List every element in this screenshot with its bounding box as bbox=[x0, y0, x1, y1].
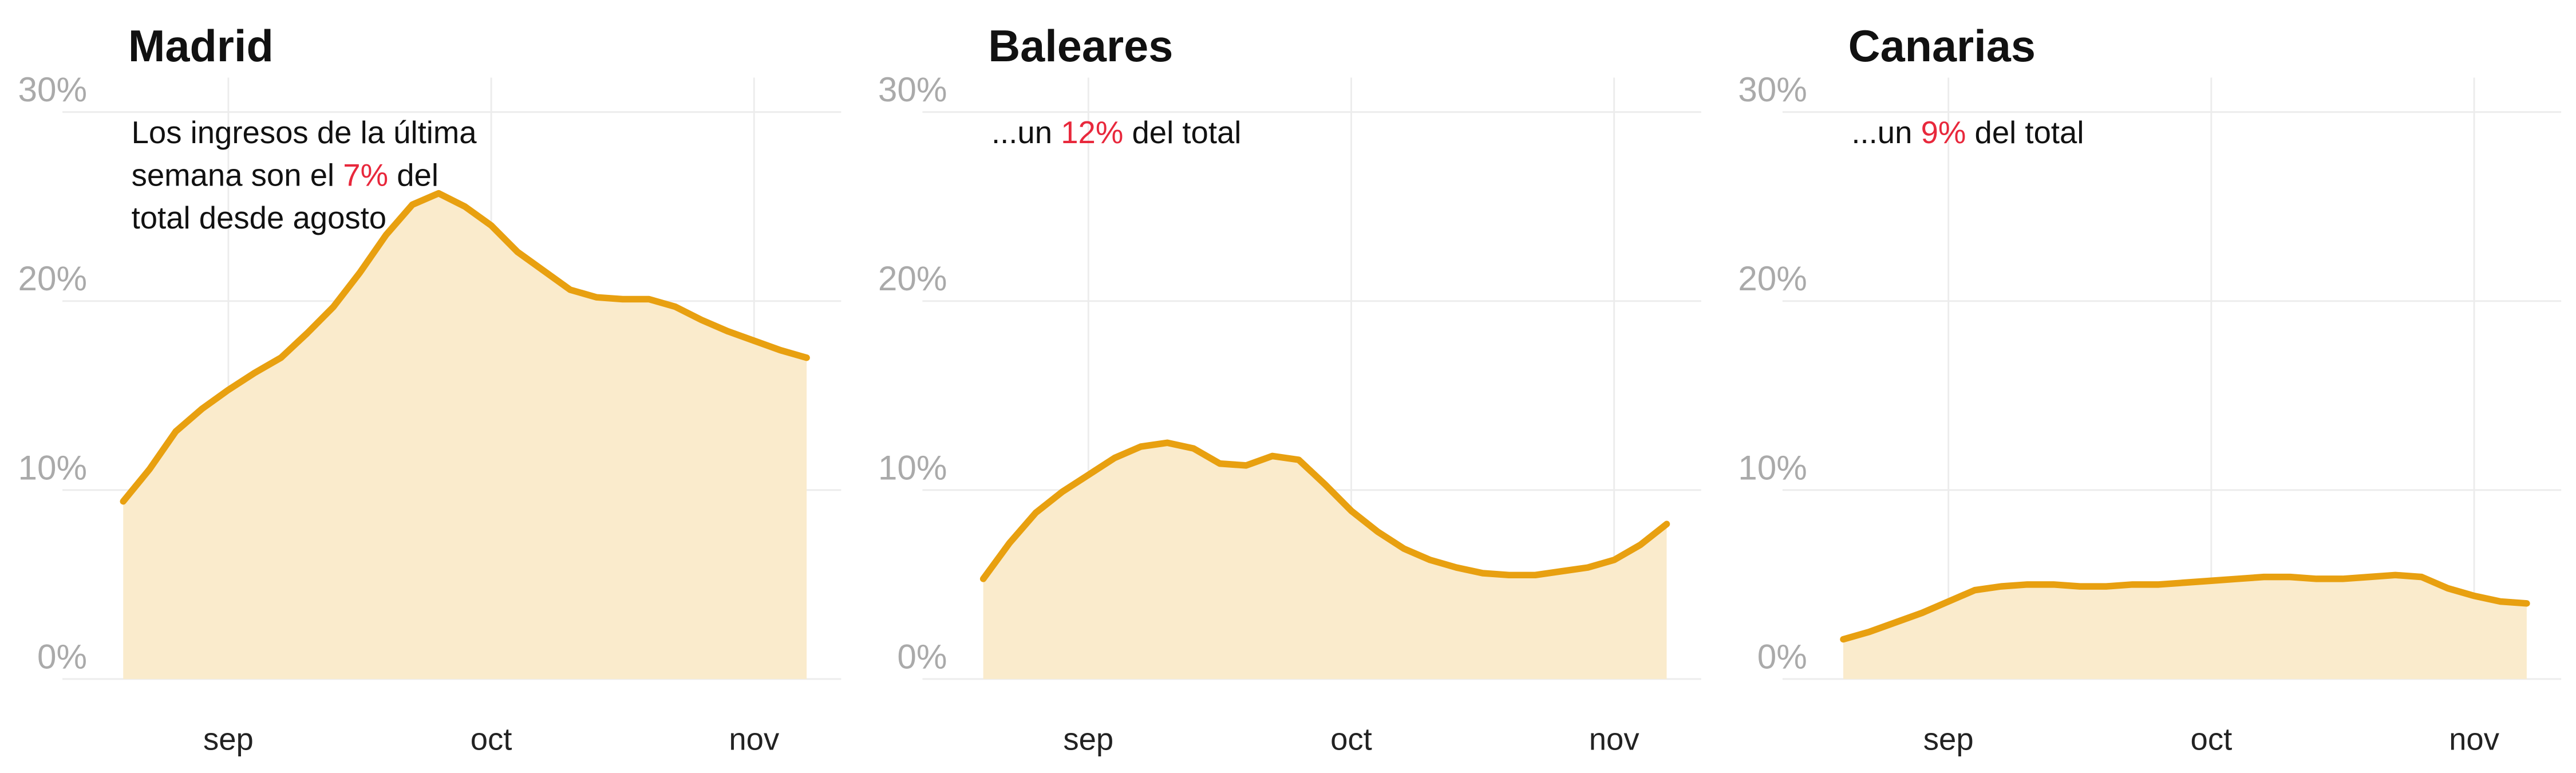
area-fill bbox=[983, 443, 1667, 679]
y-tick-label: 20% bbox=[1738, 259, 1807, 298]
line bbox=[1840, 571, 2530, 643]
y-tick-label: 30% bbox=[18, 70, 88, 109]
annotation-text: del bbox=[388, 158, 438, 193]
y-tick-label: 10% bbox=[18, 448, 88, 487]
y-tick-label: 30% bbox=[1738, 70, 1807, 109]
annotation: ...un 9% del total bbox=[1851, 115, 2084, 150]
chart-title: Madrid bbox=[128, 22, 274, 71]
annotation: Los ingresos de la última bbox=[132, 115, 477, 150]
panel: Madrid 0% 10% 20% 30% sep oct nov Los ingresos d… bbox=[18, 22, 841, 756]
y-tick-label: 10% bbox=[878, 448, 947, 487]
y-tick-label: 30% bbox=[878, 70, 947, 109]
x-tick-label: nov bbox=[1589, 721, 1640, 756]
line bbox=[979, 439, 1670, 582]
annotation-text: del total bbox=[1123, 115, 1241, 150]
panel: Baleares 0% 10% 20% 30% sep oct nov ...un 12% de… bbox=[878, 22, 1701, 756]
area-fill bbox=[1843, 575, 2527, 679]
x-tick-label: nov bbox=[2449, 721, 2500, 756]
x-tick-label: sep bbox=[1923, 721, 1974, 756]
y-tick-label: 0% bbox=[897, 637, 947, 676]
annotation-highlight: 7% bbox=[343, 158, 388, 193]
annotation-text: total desde agosto bbox=[132, 201, 387, 236]
x-tick-label: oct bbox=[2191, 721, 2233, 756]
x-tick-label: sep bbox=[203, 721, 254, 756]
y-tick-label: 0% bbox=[37, 637, 87, 676]
x-tick-label: oct bbox=[471, 721, 512, 756]
annotation-text: del total bbox=[1966, 115, 2084, 150]
area-fill bbox=[123, 193, 807, 679]
annotation-highlight: 9% bbox=[1921, 115, 1966, 150]
annotation: total desde agosto bbox=[132, 201, 387, 236]
annotation-text: ...un bbox=[1851, 115, 1921, 150]
annotation: ...un 12% del total bbox=[991, 115, 1241, 150]
x-tick-label: oct bbox=[1330, 721, 1372, 756]
panel: Canarias 0% 10% 20% 30% sep oct nov ...un 9% del… bbox=[1738, 22, 2562, 756]
chart-title: Canarias bbox=[1848, 22, 2036, 71]
annotation-text: semana son el bbox=[132, 158, 343, 193]
x-tick-label: sep bbox=[1063, 721, 1113, 756]
chart-title: Baleares bbox=[988, 22, 1173, 71]
y-tick-label: 0% bbox=[1757, 637, 1807, 676]
annotation-highlight: 12% bbox=[1061, 115, 1123, 150]
y-tick-label: 20% bbox=[878, 259, 947, 298]
y-tick-label: 10% bbox=[1738, 448, 1807, 487]
annotation: semana son el 7% del bbox=[132, 158, 438, 193]
line bbox=[120, 190, 810, 505]
annotation-text: Los ingresos de la última bbox=[132, 115, 477, 150]
annotation-text: ...un bbox=[991, 115, 1061, 150]
x-tick-label: nov bbox=[729, 721, 780, 756]
y-tick-label: 20% bbox=[18, 259, 88, 298]
